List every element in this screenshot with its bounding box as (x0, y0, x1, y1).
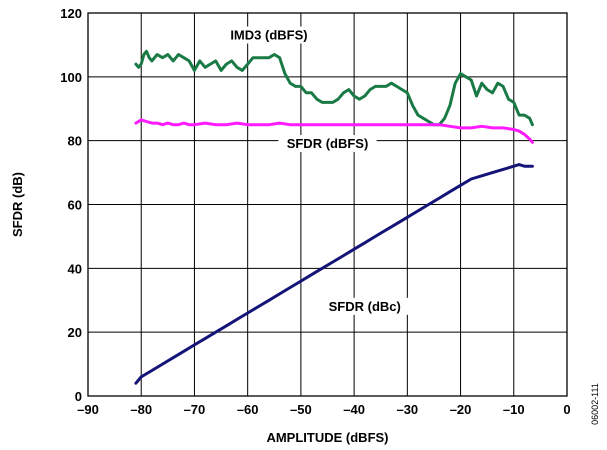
x-axis-title: AMPLITUDE (dBFS) (266, 430, 388, 445)
y-tick-label: 20 (68, 325, 82, 340)
series-label-imd3-dbfs: IMD3 (dBFS) (230, 28, 307, 43)
y-tick-label: 100 (60, 70, 82, 85)
x-tick-label: –60 (237, 402, 259, 417)
series-label-bg (319, 297, 410, 315)
series-label-bg (219, 26, 319, 44)
series-label-sfdr-dbfs: SFDR (dBFS) (287, 136, 369, 151)
series-line-sfdr-dbc (134, 163, 534, 385)
y-tick-labels: 0 20 40 60 80 100 120 (60, 6, 82, 404)
x-tick-label: –40 (343, 402, 365, 417)
x-tick-label: 0 (563, 402, 570, 417)
y-tick-label: 40 (68, 261, 82, 276)
grid-lines (88, 13, 567, 396)
y-tick-label: 80 (68, 134, 82, 149)
y-tick-label: 0 (75, 389, 82, 404)
series-lines (134, 49, 534, 385)
series-line-imd3-dbfs (134, 49, 534, 127)
y-axis-title: SFDR (dB) (10, 172, 25, 237)
x-tick-label: –80 (130, 402, 152, 417)
series-label-sfdr-dbc: SFDR (dBc) (329, 299, 401, 314)
x-tick-label: –90 (77, 402, 99, 417)
figure-id: 06002-111 (590, 383, 600, 425)
series-label-bg (278, 135, 377, 153)
plot-frame (87, 12, 568, 397)
series-line-sfdr-dbfs (134, 118, 534, 144)
x-tick-label: –10 (503, 402, 525, 417)
series-labels: IMD3 (dBFS) SFDR (dBFS) SFDR (dBc) (219, 26, 410, 315)
x-tick-label: –20 (450, 402, 472, 417)
x-tick-label: –70 (184, 402, 206, 417)
x-tick-labels: –90 –80 –70 –60 –50 –40 –30 –20 –10 0 (77, 402, 570, 417)
y-tick-label: 120 (60, 6, 82, 21)
x-tick-label: –30 (396, 402, 418, 417)
x-tick-label: –50 (290, 402, 312, 417)
y-tick-label: 60 (68, 198, 82, 213)
